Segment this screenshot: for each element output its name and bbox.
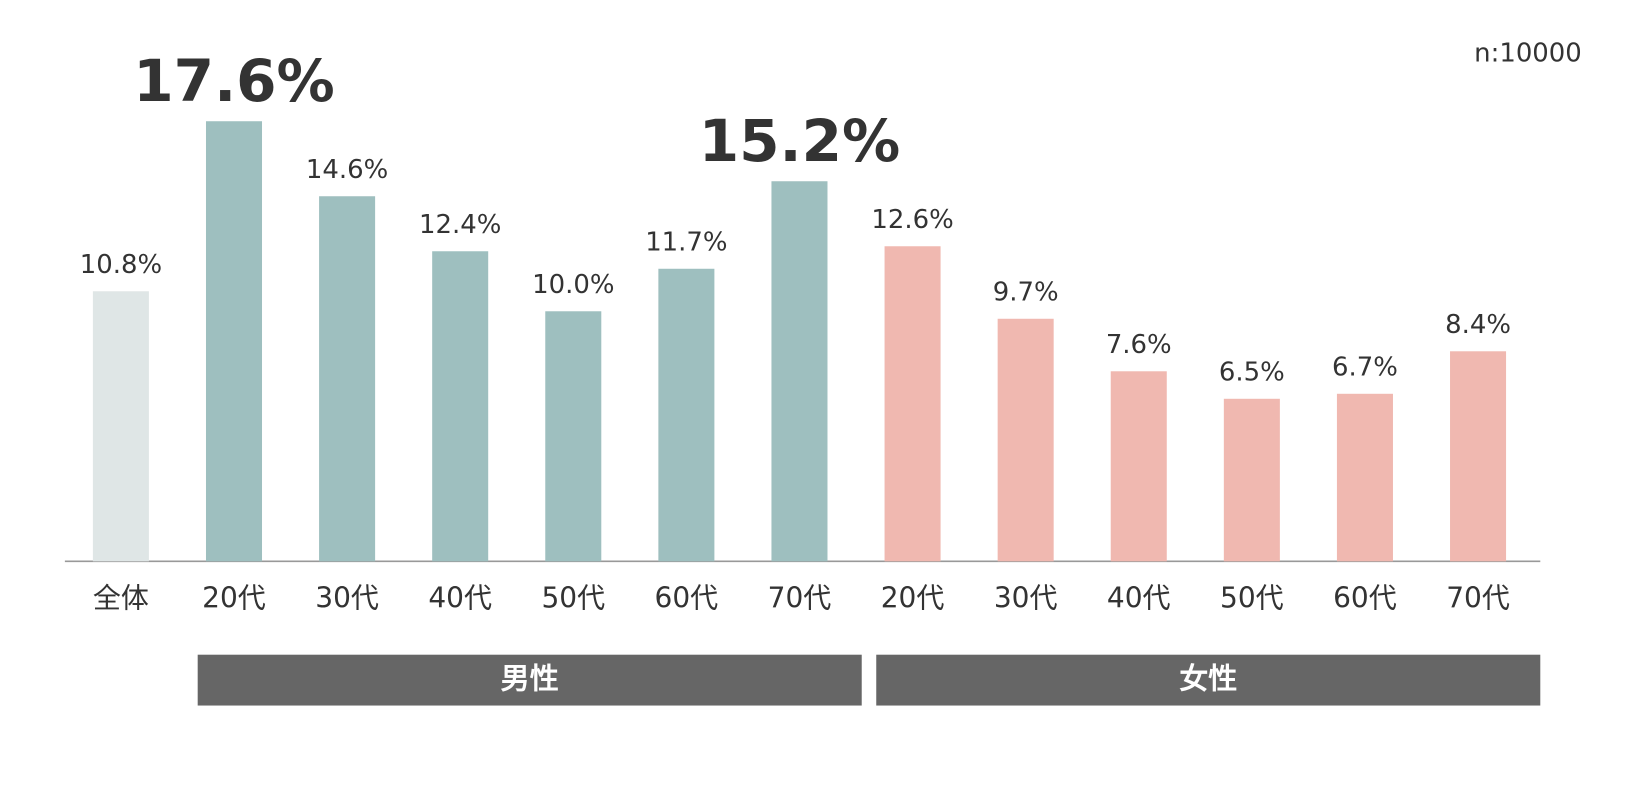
x-tick-label: 70代 bbox=[768, 582, 832, 615]
value-label: 12.4% bbox=[419, 210, 501, 240]
bar bbox=[92, 291, 149, 562]
value-label: 9.7% bbox=[993, 277, 1059, 307]
value-label: 17.6% bbox=[133, 47, 335, 115]
x-tick-label: 40代 bbox=[428, 582, 492, 615]
bar bbox=[658, 268, 715, 562]
group-band bbox=[876, 654, 1541, 706]
bar bbox=[432, 251, 489, 562]
x-tick-label: 20代 bbox=[202, 582, 266, 615]
value-label: 6.7% bbox=[1332, 352, 1398, 382]
bar bbox=[771, 181, 828, 562]
x-tick-label: 全体 bbox=[93, 582, 149, 615]
sample-size: n:10000 bbox=[1474, 38, 1582, 68]
x-tick-label: 60代 bbox=[655, 582, 719, 615]
value-label: 12.6% bbox=[871, 205, 953, 235]
x-tick-label: 50代 bbox=[1220, 582, 1284, 615]
value-label: 10.0% bbox=[532, 270, 614, 300]
value-label: 14.6% bbox=[306, 155, 388, 185]
bar bbox=[997, 318, 1054, 562]
bar bbox=[205, 121, 263, 562]
group-label: 女性 bbox=[1179, 662, 1237, 696]
bar bbox=[1450, 351, 1507, 562]
x-tick-label: 30代 bbox=[994, 582, 1058, 615]
value-label: 11.7% bbox=[645, 227, 727, 257]
group-label: 男性 bbox=[501, 662, 559, 696]
bar bbox=[1110, 371, 1167, 562]
group-band bbox=[197, 654, 862, 706]
bar bbox=[545, 311, 602, 562]
bar bbox=[1223, 398, 1280, 562]
bar bbox=[1336, 393, 1393, 562]
value-label: 6.5% bbox=[1219, 357, 1285, 387]
bar bbox=[319, 196, 376, 562]
x-tick-label: 70代 bbox=[1446, 582, 1510, 615]
x-tick-label: 60代 bbox=[1333, 582, 1397, 615]
x-tick-label: 40代 bbox=[1107, 582, 1171, 615]
x-tick-label: 50代 bbox=[541, 582, 605, 615]
bar bbox=[884, 246, 941, 562]
value-label: 15.2% bbox=[699, 107, 901, 175]
x-tick-label: 20代 bbox=[881, 582, 945, 615]
x-tick-label: 30代 bbox=[315, 582, 379, 615]
value-label: 7.6% bbox=[1106, 330, 1172, 360]
value-label: 8.4% bbox=[1445, 310, 1511, 340]
value-label: 10.8% bbox=[80, 250, 162, 280]
